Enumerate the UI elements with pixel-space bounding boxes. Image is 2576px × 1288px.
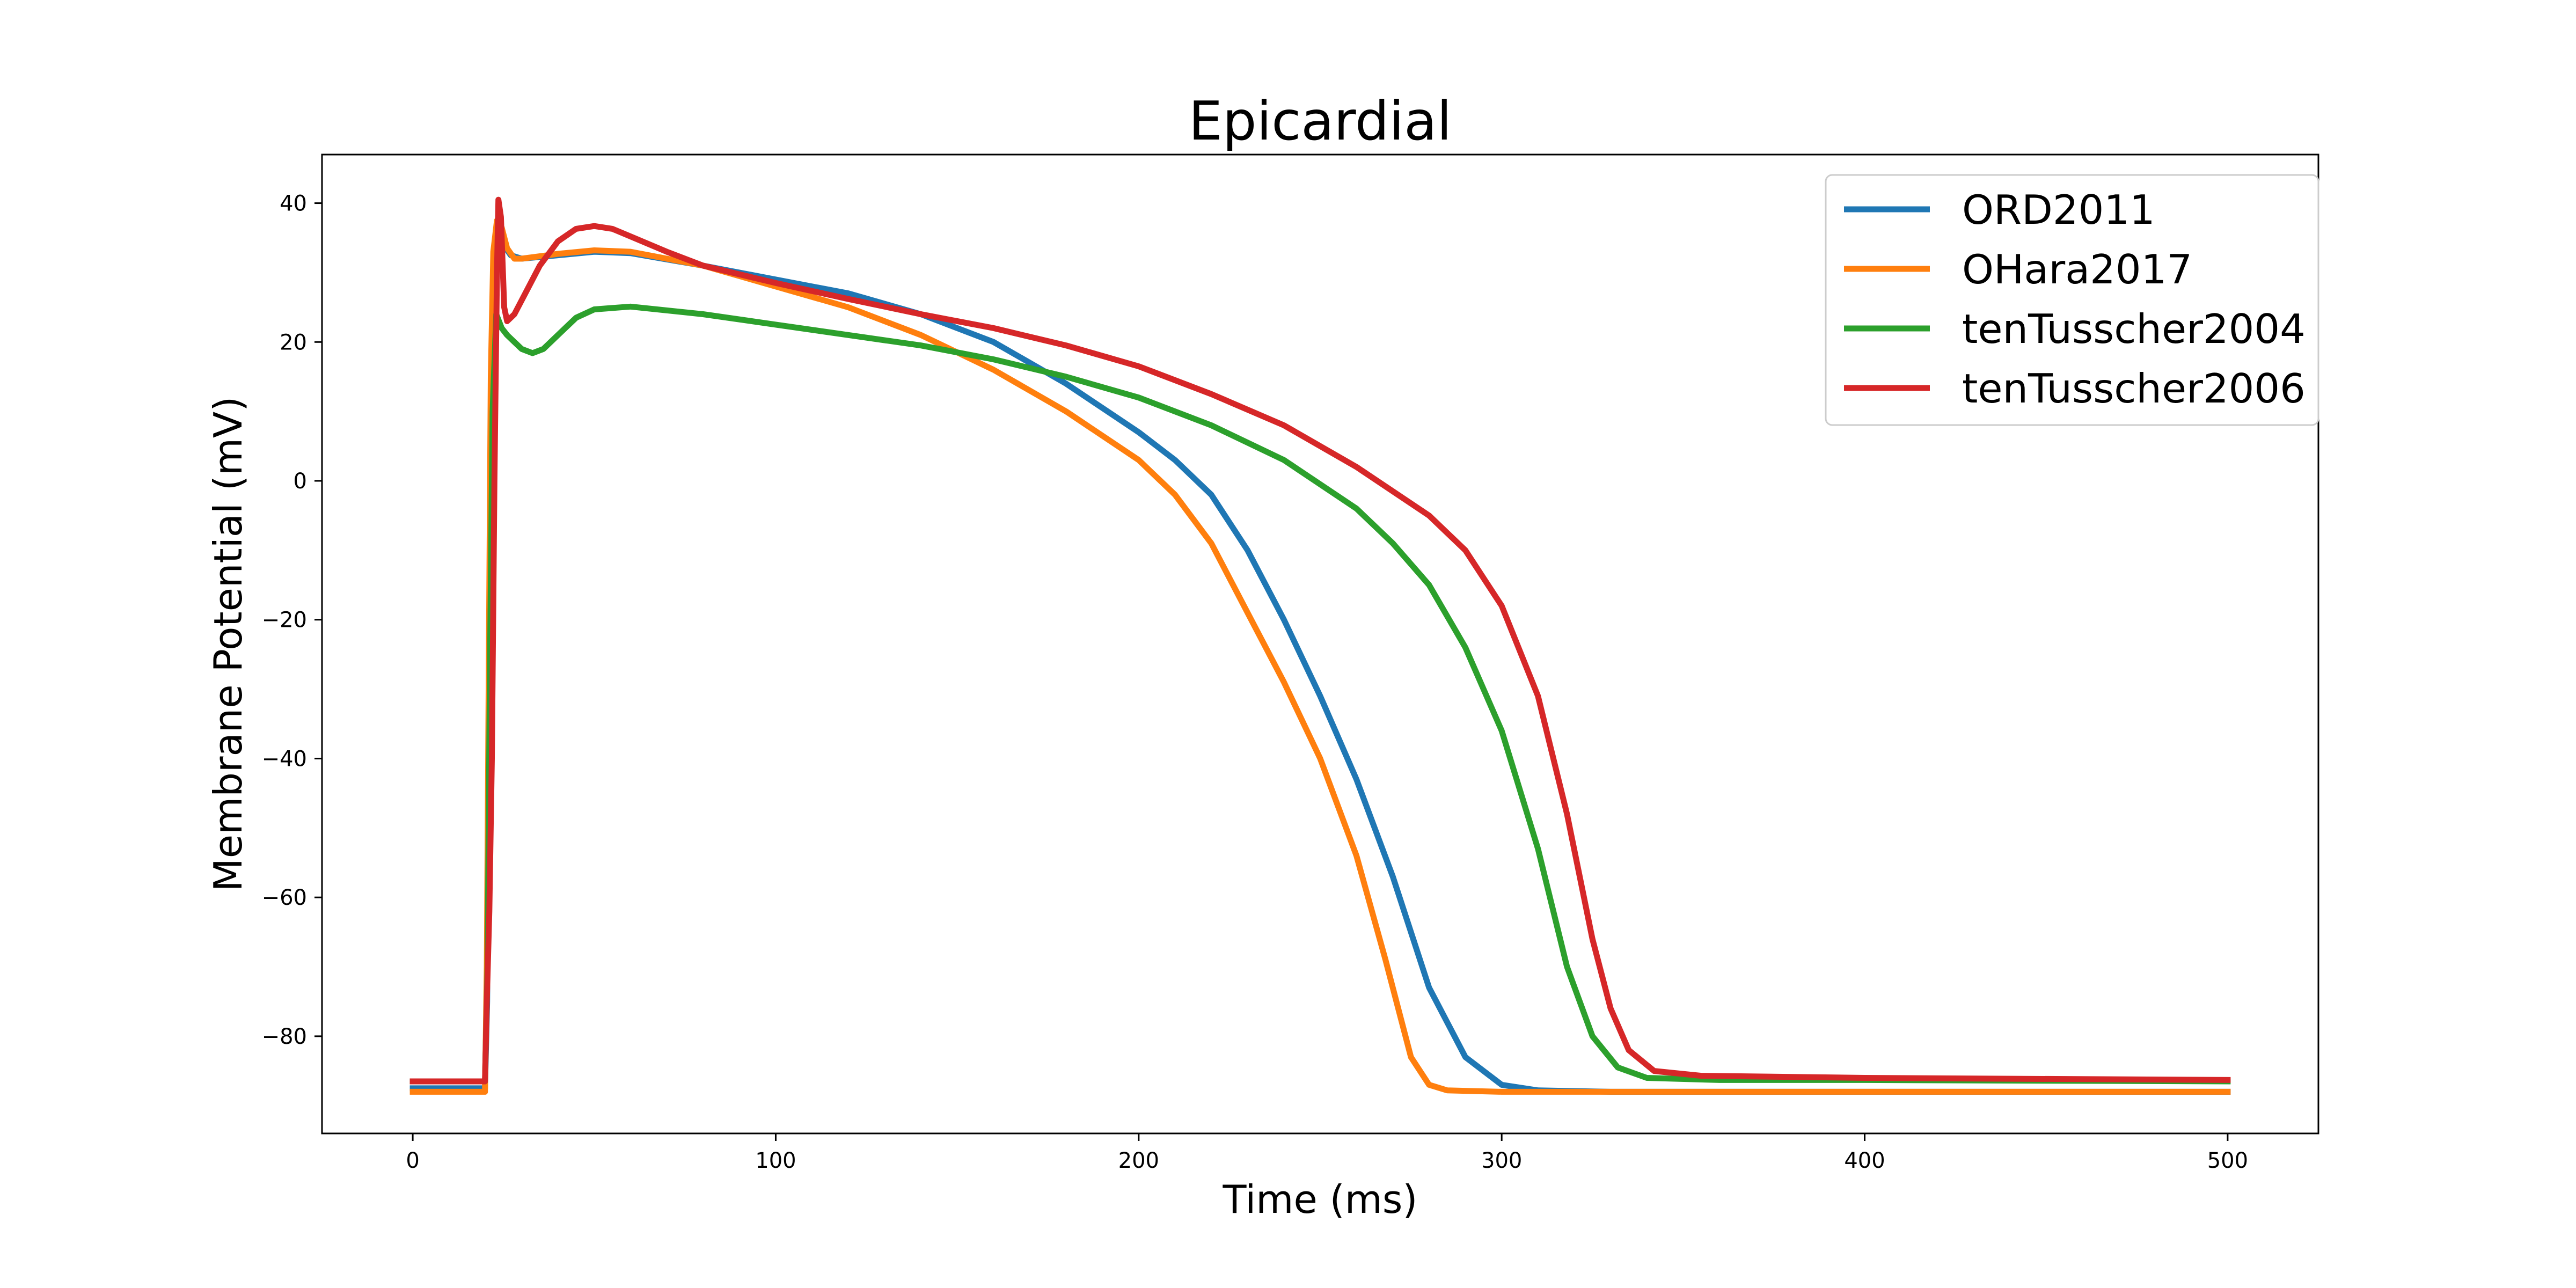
y-tick-label: 0 bbox=[294, 469, 307, 494]
y-tick-label: 40 bbox=[280, 192, 307, 216]
x-tick-label: 200 bbox=[1118, 1148, 1159, 1173]
x-axis-label: Time (ms) bbox=[1223, 1177, 1418, 1222]
x-tick-label: 500 bbox=[2207, 1148, 2248, 1173]
y-axis-ticks: 40 20 0 −20 −40 −60 −80 bbox=[262, 192, 322, 1049]
y-tick-label: −40 bbox=[262, 747, 307, 771]
x-axis-ticks: 0 100 200 300 400 500 bbox=[406, 1133, 2248, 1173]
legend-label-ohara2017: OHara2017 bbox=[1962, 246, 2192, 293]
series-line-tentusscher2006 bbox=[409, 196, 2231, 1085]
x-tick-label: 100 bbox=[755, 1148, 796, 1173]
legend-label-tentusscher2004: tenTusscher2004 bbox=[1962, 305, 2306, 353]
legend-box bbox=[1825, 174, 2319, 426]
y-tick-label: 20 bbox=[280, 330, 307, 355]
y-axis-label: Membrane Potential (mV) bbox=[206, 397, 251, 892]
legend: ORD2011 OHara2017 tenTusscher2004 tenTussch… bbox=[1825, 174, 2319, 426]
legend-label-ord2011: ORD2011 bbox=[1962, 186, 2155, 233]
y-tick-label: −80 bbox=[262, 1024, 307, 1049]
x-tick-label: 300 bbox=[1481, 1148, 1522, 1173]
x-tick-label: 0 bbox=[406, 1148, 419, 1173]
legend-label-tentusscher2006: tenTusscher2006 bbox=[1962, 365, 2306, 412]
legend-items: ORD2011 OHara2017 tenTusscher2004 tenTussch… bbox=[1844, 186, 2306, 412]
y-tick-label: −20 bbox=[262, 608, 307, 633]
x-tick-label: 400 bbox=[1844, 1148, 1885, 1173]
plot-area bbox=[409, 196, 2231, 1095]
plot-frame bbox=[321, 153, 2319, 1135]
series-layer bbox=[409, 196, 2231, 1095]
series-line-tentusscher2004 bbox=[409, 303, 2231, 1085]
chart-title: Epicardial bbox=[1189, 90, 1452, 152]
y-tick-label: −60 bbox=[262, 885, 307, 910]
